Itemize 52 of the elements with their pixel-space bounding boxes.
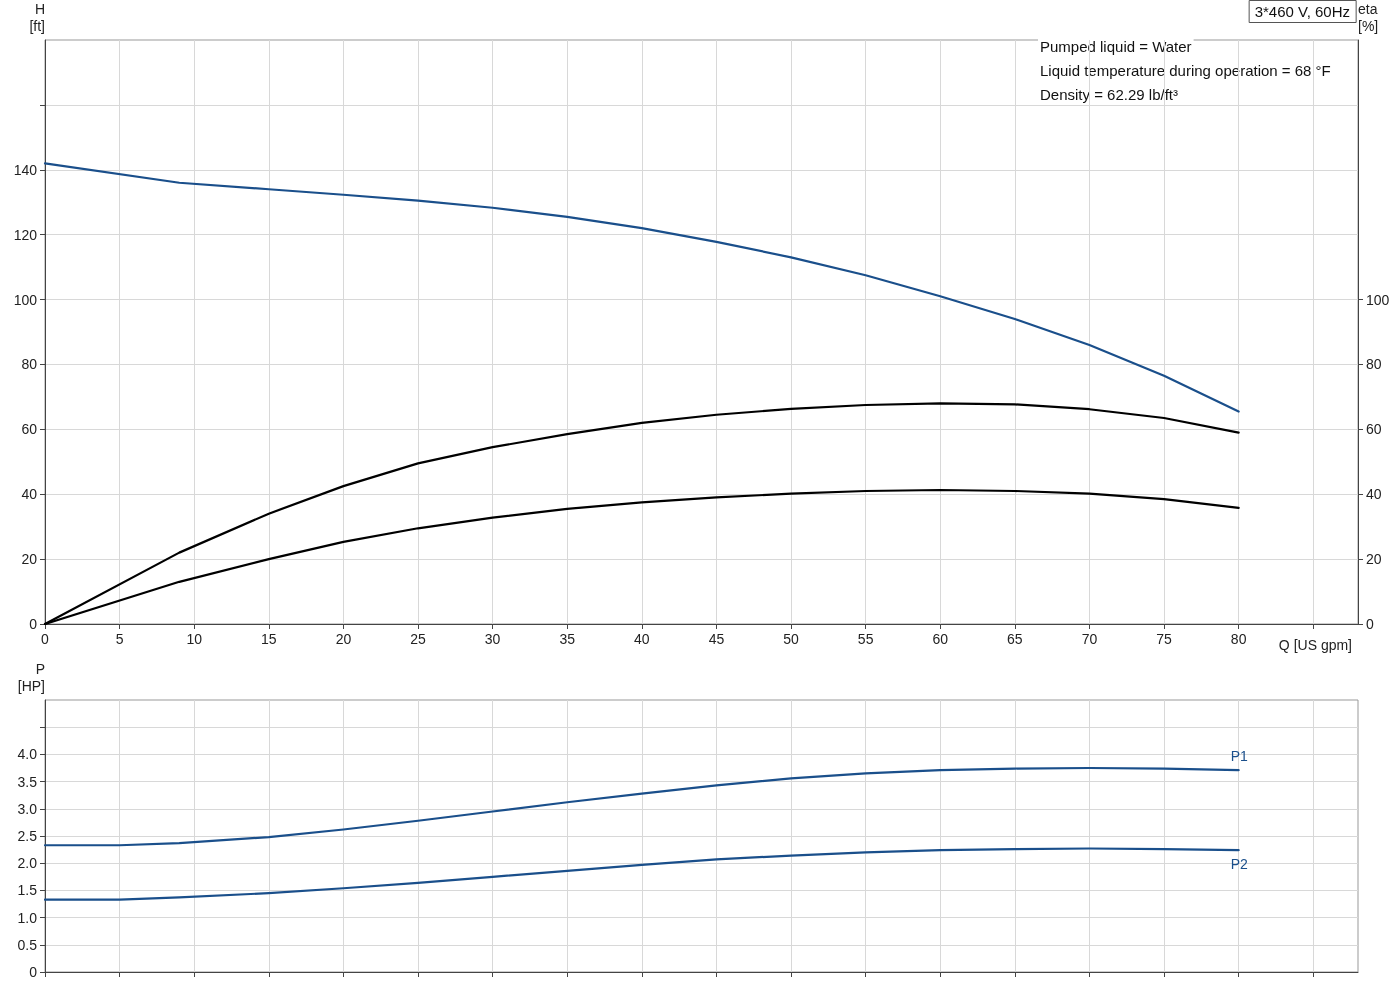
series-label: P1	[1230, 748, 1248, 765]
y2-tick-label: 80	[1366, 356, 1382, 373]
y-axis-title: H [ft]	[29, 0, 45, 34]
x-tick-label: 55	[857, 631, 874, 647]
y-tick-label: 3.0	[17, 800, 38, 817]
x-tick-label: 50	[783, 631, 800, 647]
y2-tick-label: 20	[1366, 551, 1382, 568]
y2-tick-label: 60	[1366, 421, 1382, 438]
annotation: Pumped liquid = Water	[1040, 38, 1192, 55]
y-tick-label: 140	[13, 161, 38, 178]
x-tick-label: 40	[634, 631, 650, 647]
y-tick-label: 1.5	[17, 882, 38, 899]
y2-tick-label: 100	[1366, 291, 1390, 308]
line-series	[43, 766, 1240, 847]
x-tick-label: 30	[484, 631, 501, 647]
y-tick-label: 0	[29, 616, 38, 632]
x-tick-label: 10	[186, 631, 203, 647]
x-tick-label: 0	[41, 631, 50, 647]
y-tick-label: 40	[21, 486, 38, 503]
annotation: Liquid temperature during operation = 68 °F	[1040, 62, 1331, 79]
y-tick-label: 80	[21, 356, 38, 373]
x-tick-label: 45	[708, 631, 725, 647]
x-tick-label: 70	[1081, 631, 1098, 647]
x-tick-label: 80	[1230, 631, 1247, 647]
y-tick-label: 120	[13, 226, 38, 243]
y-tick-label: 0	[29, 964, 38, 980]
x-tick-label: 65	[1007, 631, 1023, 647]
y-axis-title: P [HP]	[17, 660, 45, 694]
annotation: Density = 62.29 lb/ft³	[1040, 86, 1178, 103]
y2-tick-label: 0	[1366, 616, 1374, 632]
x-tick-label: 75	[1156, 631, 1173, 647]
y-tick-label: 1.0	[17, 909, 38, 926]
y-tick-label: 3.5	[17, 773, 38, 790]
y2-axis-title: eta [%]	[1358, 0, 1379, 34]
x-tick-label: 5	[115, 631, 124, 647]
x-axis-title: Q [US gpm]	[1278, 637, 1353, 653]
y-tick-label: 2.5	[17, 828, 38, 844]
y2-tick-label: 40	[1366, 486, 1382, 503]
chart-title: 3*460 V, 60Hz	[1254, 3, 1351, 20]
y-tick-label: 2.0	[17, 855, 38, 872]
y-tick-label: 100	[13, 291, 38, 308]
line-series	[43, 162, 1240, 413]
y-tick-label: 60	[21, 421, 38, 438]
x-tick-label: 15	[261, 631, 277, 647]
y-tick-label: 0.5	[17, 936, 38, 953]
x-tick-label: 35	[559, 631, 576, 647]
series-label: P2	[1230, 856, 1248, 873]
y-tick-label: 20	[21, 551, 38, 568]
x-tick-label: 25	[410, 631, 427, 647]
y-tick-label: 4.0	[17, 746, 38, 763]
x-tick-label: 20	[335, 631, 352, 647]
x-tick-label: 60	[932, 631, 949, 647]
